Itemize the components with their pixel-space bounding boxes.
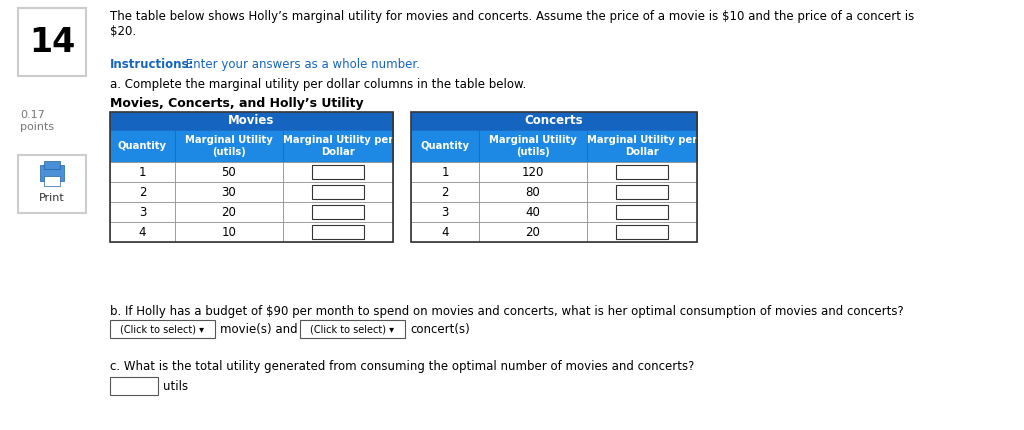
Bar bbox=[587, 222, 697, 242]
Bar bbox=[175, 202, 283, 222]
Text: 1: 1 bbox=[441, 166, 449, 178]
Bar bbox=[616, 225, 668, 239]
Bar bbox=[411, 112, 697, 130]
Bar bbox=[587, 182, 697, 202]
Bar bbox=[110, 112, 393, 130]
Text: Marginal Utility
(utils): Marginal Utility (utils) bbox=[489, 135, 577, 157]
Bar bbox=[283, 182, 393, 202]
Bar bbox=[312, 185, 364, 199]
Bar bbox=[110, 162, 175, 182]
Text: (Click to select) ▾: (Click to select) ▾ bbox=[310, 324, 394, 334]
Text: 40: 40 bbox=[525, 206, 541, 218]
Text: 2: 2 bbox=[441, 185, 449, 199]
Text: Movies, Concerts, and Holly’s Utility: Movies, Concerts, and Holly’s Utility bbox=[110, 97, 364, 110]
Text: Print: Print bbox=[39, 193, 65, 203]
Bar bbox=[312, 225, 364, 239]
Text: 20: 20 bbox=[221, 206, 237, 218]
Bar bbox=[110, 130, 175, 162]
Bar bbox=[283, 202, 393, 222]
Text: Concerts: Concerts bbox=[524, 114, 584, 128]
Bar bbox=[44, 176, 60, 186]
Text: Instructions:: Instructions: bbox=[110, 58, 195, 71]
Text: 4: 4 bbox=[138, 225, 146, 239]
Bar bbox=[411, 162, 479, 182]
Bar bbox=[587, 162, 697, 182]
Bar bbox=[616, 185, 668, 199]
Bar bbox=[18, 8, 86, 76]
Text: 0.17: 0.17 bbox=[20, 110, 45, 120]
Bar bbox=[411, 112, 697, 242]
Text: 4: 4 bbox=[441, 225, 449, 239]
Text: 2: 2 bbox=[138, 185, 146, 199]
Bar bbox=[40, 165, 63, 181]
Bar bbox=[479, 202, 587, 222]
Text: utils: utils bbox=[163, 380, 188, 393]
Bar bbox=[312, 205, 364, 219]
Bar bbox=[110, 182, 175, 202]
Bar bbox=[44, 161, 60, 169]
Text: The table below shows Holly’s marginal utility for movies and concerts. Assume t: The table below shows Holly’s marginal u… bbox=[110, 10, 914, 38]
Text: 120: 120 bbox=[522, 166, 544, 178]
Bar bbox=[411, 202, 479, 222]
Text: concert(s): concert(s) bbox=[410, 322, 470, 335]
Bar bbox=[411, 182, 479, 202]
Bar bbox=[312, 165, 364, 179]
Bar bbox=[110, 112, 393, 242]
Text: 1: 1 bbox=[138, 166, 146, 178]
Bar bbox=[110, 222, 175, 242]
Text: Movies: Movies bbox=[228, 114, 274, 128]
Bar bbox=[110, 202, 175, 222]
Bar bbox=[300, 320, 406, 338]
Text: 30: 30 bbox=[221, 185, 237, 199]
Text: 10: 10 bbox=[221, 225, 237, 239]
Text: Enter your answers as a whole number.: Enter your answers as a whole number. bbox=[182, 58, 420, 71]
Text: points: points bbox=[20, 122, 54, 132]
Text: Marginal Utility
(utils): Marginal Utility (utils) bbox=[185, 135, 272, 157]
Text: 14: 14 bbox=[29, 25, 75, 58]
Bar bbox=[411, 130, 479, 162]
Text: (Click to select) ▾: (Click to select) ▾ bbox=[121, 324, 205, 334]
Bar bbox=[175, 222, 283, 242]
Bar bbox=[110, 320, 215, 338]
Bar bbox=[616, 165, 668, 179]
Bar bbox=[175, 182, 283, 202]
Bar bbox=[283, 130, 393, 162]
Bar bbox=[110, 377, 158, 395]
Bar bbox=[283, 162, 393, 182]
Text: 20: 20 bbox=[525, 225, 541, 239]
Bar bbox=[283, 222, 393, 242]
Bar bbox=[479, 130, 587, 162]
Text: c. What is the total utility generated from consuming the optimal number of movi: c. What is the total utility generated f… bbox=[110, 360, 694, 373]
Bar bbox=[18, 155, 86, 213]
Text: Marginal Utility per
Dollar: Marginal Utility per Dollar bbox=[587, 135, 697, 157]
Bar bbox=[587, 202, 697, 222]
Bar bbox=[411, 222, 479, 242]
Bar bbox=[175, 162, 283, 182]
Text: movie(s) and: movie(s) and bbox=[220, 322, 298, 335]
Text: Quantity: Quantity bbox=[421, 141, 469, 151]
Text: 3: 3 bbox=[139, 206, 146, 218]
Bar bbox=[479, 182, 587, 202]
Bar bbox=[175, 130, 283, 162]
Bar bbox=[616, 205, 668, 219]
Text: 80: 80 bbox=[525, 185, 541, 199]
Text: b. If Holly has a budget of $90 per month to spend on movies and concerts, what : b. If Holly has a budget of $90 per mont… bbox=[110, 305, 904, 318]
Text: 50: 50 bbox=[221, 166, 237, 178]
Text: Marginal Utility per
Dollar: Marginal Utility per Dollar bbox=[283, 135, 393, 157]
Bar bbox=[479, 222, 587, 242]
Bar bbox=[587, 130, 697, 162]
Text: Quantity: Quantity bbox=[118, 141, 167, 151]
Text: 3: 3 bbox=[441, 206, 449, 218]
Bar bbox=[479, 162, 587, 182]
Text: a. Complete the marginal utility per dollar columns in the table below.: a. Complete the marginal utility per dol… bbox=[110, 78, 526, 91]
